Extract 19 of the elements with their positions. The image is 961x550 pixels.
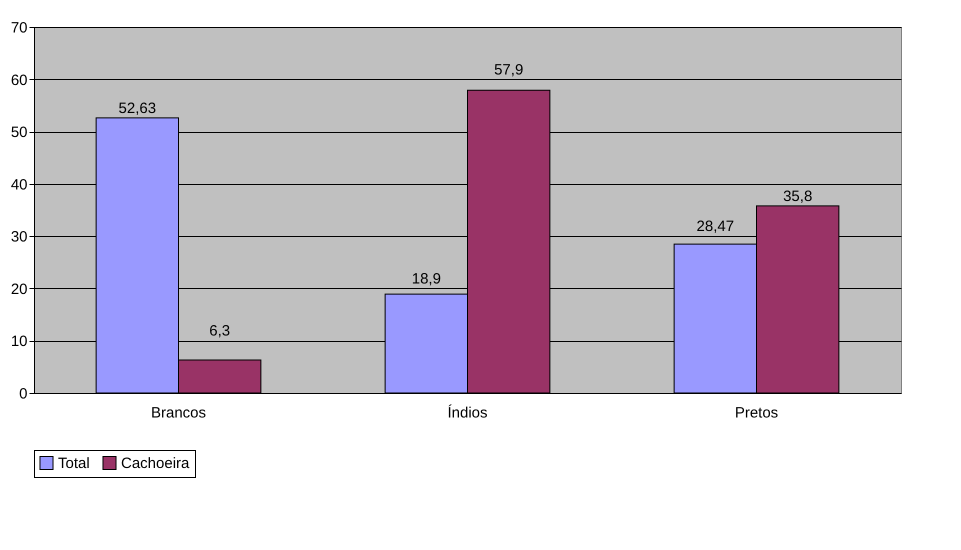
y-tick-label: 0 [19, 386, 28, 402]
data-label: 6,3 [209, 322, 230, 340]
y-tick-label: 30 [10, 228, 28, 246]
x-tick-label: Brancos [150, 404, 206, 422]
x-tick-label: Pretos [734, 404, 778, 422]
y-tick-label: 60 [10, 72, 28, 89]
data-label: 35,8 [783, 188, 812, 205]
legend-label: Cachoeira [121, 454, 190, 472]
y-tick-label: 50 [10, 124, 28, 142]
y-tick-label: 20 [10, 280, 28, 298]
y-tick-label: 40 [10, 176, 28, 194]
y-tick-label: 70 [10, 20, 28, 36]
legend-label: Total [58, 454, 90, 472]
data-label: 52,63 [118, 100, 156, 117]
x-tick-label: Índios [447, 404, 488, 422]
data-label: 57,9 [494, 61, 524, 78]
data-label: 18,9 [412, 270, 441, 288]
y-tick-label: 10 [10, 333, 28, 350]
data-label: 28,47 [696, 218, 734, 236]
